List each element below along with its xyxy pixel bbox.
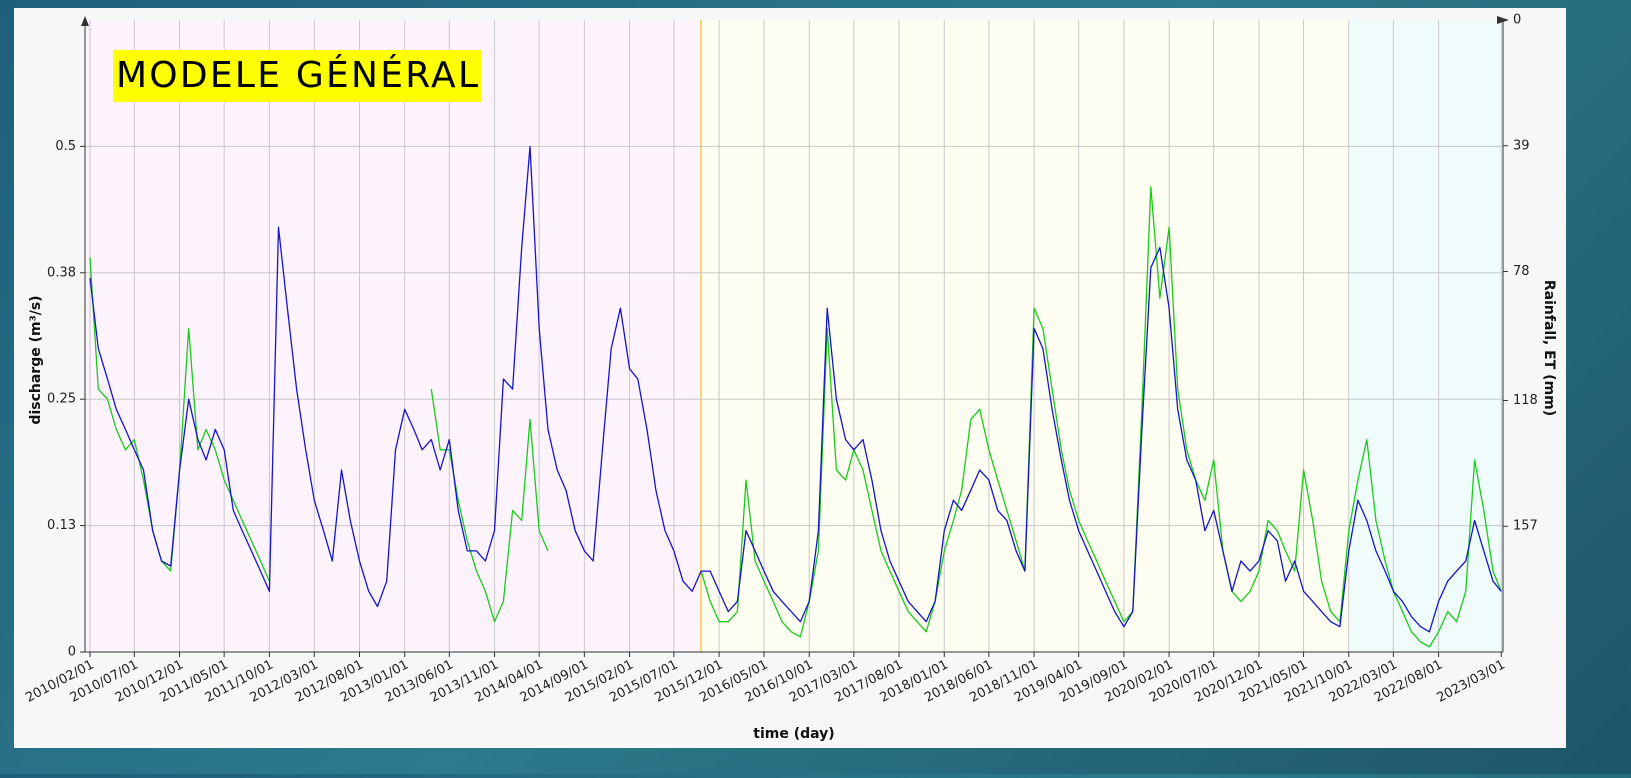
series-lines: [89, 145, 1502, 648]
y-tick-label: 0: [68, 645, 76, 660]
y-tick-label: 0.25: [47, 392, 76, 407]
series-line: [89, 145, 1502, 633]
x-axis-label: time (day): [753, 726, 834, 742]
title-box: [113, 50, 481, 102]
y2-tick-label: 78: [1513, 264, 1530, 279]
y-tick-label: 0.13: [47, 518, 76, 533]
grid: [85, 20, 1503, 653]
y2-tick-label: 157: [1513, 519, 1538, 534]
y2-tick-label: 0: [1513, 13, 1521, 28]
axis-arrow: [81, 16, 89, 26]
y2-axis-label: Rainfall, ET (mm): [1541, 280, 1557, 416]
period-bands: [85, 20, 1503, 652]
y-tick-label: 0.5: [55, 139, 76, 154]
y-tick-label: 0.38: [47, 265, 76, 280]
y2-tick-label: 118: [1513, 393, 1538, 408]
chart-title: MODELE GÉNÉRAL: [116, 54, 478, 96]
y2-tick-label: 39: [1513, 138, 1530, 153]
period-band: [1348, 20, 1503, 652]
y-axis-label: discharge (m³/s): [28, 295, 44, 424]
period-band: [85, 20, 702, 652]
